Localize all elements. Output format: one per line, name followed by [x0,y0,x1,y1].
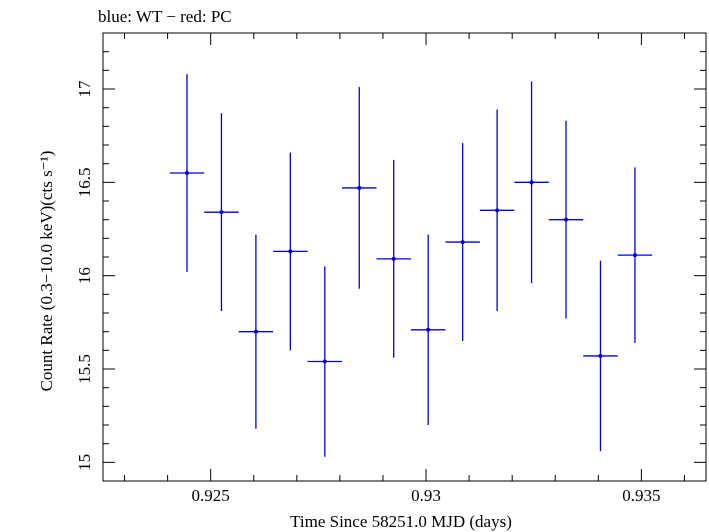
data-point-group [342,87,377,289]
data-point [253,329,258,334]
x-tick-label: 0.93 [411,486,441,505]
y-tick-label: 16.5 [75,167,94,197]
data-point-group [204,113,239,312]
data-point [632,253,637,258]
x-axis-label: Time Since 58251.0 MJD (days) [290,512,512,531]
axis-ticks: 0.925 0.93 0.935 15 15.5 16 16.5 17 [75,32,706,505]
data-point-group [169,74,205,272]
data-point [529,180,534,185]
data-point-group [273,152,308,351]
chart-title: blue: WT − red: PC [98,7,232,26]
y-axis-label: Count Rate (0.3−10.0 keV)(cts s⁻¹) [37,151,56,392]
y-tick-label: 15.5 [75,354,94,384]
data-point [391,256,396,261]
plot-border [102,32,707,482]
y-tick-label: 17 [75,80,94,98]
data-point [495,208,500,213]
data-point-group [617,167,653,343]
data-marks [169,74,653,457]
data-point [426,327,431,332]
x-tick-label: 0.935 [622,486,660,505]
data-point [184,171,189,175]
data-point-group [307,266,343,457]
data-point-group [514,81,549,284]
y-tick-label: 15 [75,454,94,471]
data-point [219,210,224,215]
data-point-group [583,260,618,452]
data-point [564,217,569,222]
data-point [288,249,293,254]
data-point-group [479,109,515,312]
data-point-group [548,120,584,319]
data-point-group [445,143,480,341]
data-point [357,185,362,190]
plot-frame [102,32,707,482]
x-tick-label: 0.925 [192,486,230,505]
data-point [460,240,465,245]
data-point-group [410,234,446,425]
data-point [322,359,327,364]
data-point-group [376,159,411,358]
y-tick-label: 16 [75,267,94,284]
data-point-group [238,234,274,429]
data-point [598,353,603,358]
